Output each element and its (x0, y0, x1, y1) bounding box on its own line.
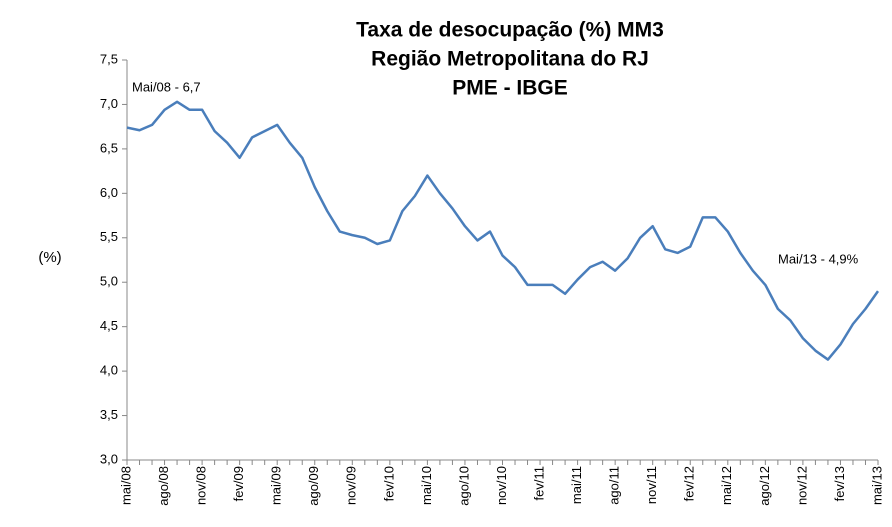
x-tick-label: mai/09 (269, 466, 284, 505)
x-tick-label: mai/08 (118, 466, 133, 505)
x-tick-label: nov/09 (344, 466, 359, 505)
x-tick-label: nov/10 (494, 466, 509, 505)
x-tick-label: fev/09 (231, 466, 246, 501)
chart-title: Região Metropolitana do RJ (371, 48, 649, 71)
y-tick-label: 5,5 (100, 229, 118, 244)
x-tick-label: mai/12 (719, 466, 734, 505)
y-tick-label: 7,0 (100, 96, 118, 111)
x-tick-label: ago/10 (456, 466, 471, 506)
annotation: Mai/08 - 6,7 (132, 79, 201, 94)
x-tick-label: mai/13 (869, 466, 884, 505)
y-tick-label: 6,5 (100, 140, 118, 155)
x-tick-label: nov/12 (794, 466, 809, 505)
x-tick-label: fev/10 (381, 466, 396, 501)
x-tick-label: nov/08 (194, 466, 209, 505)
y-tick-label: 7,5 (100, 51, 118, 66)
x-tick-label: ago/08 (156, 466, 171, 506)
x-tick-label: nov/11 (644, 466, 659, 504)
y-tick-label: 3,5 (100, 407, 118, 422)
chart-title: PME - IBGE (452, 77, 568, 100)
x-tick-label: fev/11 (531, 466, 546, 500)
y-tick-label: 5,0 (100, 274, 118, 289)
annotation: Mai/13 - 4,9% (778, 251, 859, 266)
y-tick-label: 4,0 (100, 363, 118, 378)
x-tick-label: fev/13 (832, 466, 847, 501)
x-tick-label: ago/11 (607, 466, 622, 505)
x-tick-label: fev/12 (682, 466, 697, 501)
y-tick-label: 6,0 (100, 185, 118, 200)
x-tick-label: mai/11 (569, 466, 584, 504)
y-tick-label: 3,0 (100, 451, 118, 466)
data-line (126, 100, 880, 361)
y-axis-label: (%) (38, 249, 61, 266)
x-tick-label: ago/09 (306, 466, 321, 506)
chart-title: Taxa de desocupação (%) MM3 (356, 19, 664, 42)
y-tick-label: 4,5 (100, 318, 118, 333)
x-tick-label: ago/12 (757, 466, 772, 506)
x-tick-label: mai/10 (419, 466, 434, 505)
